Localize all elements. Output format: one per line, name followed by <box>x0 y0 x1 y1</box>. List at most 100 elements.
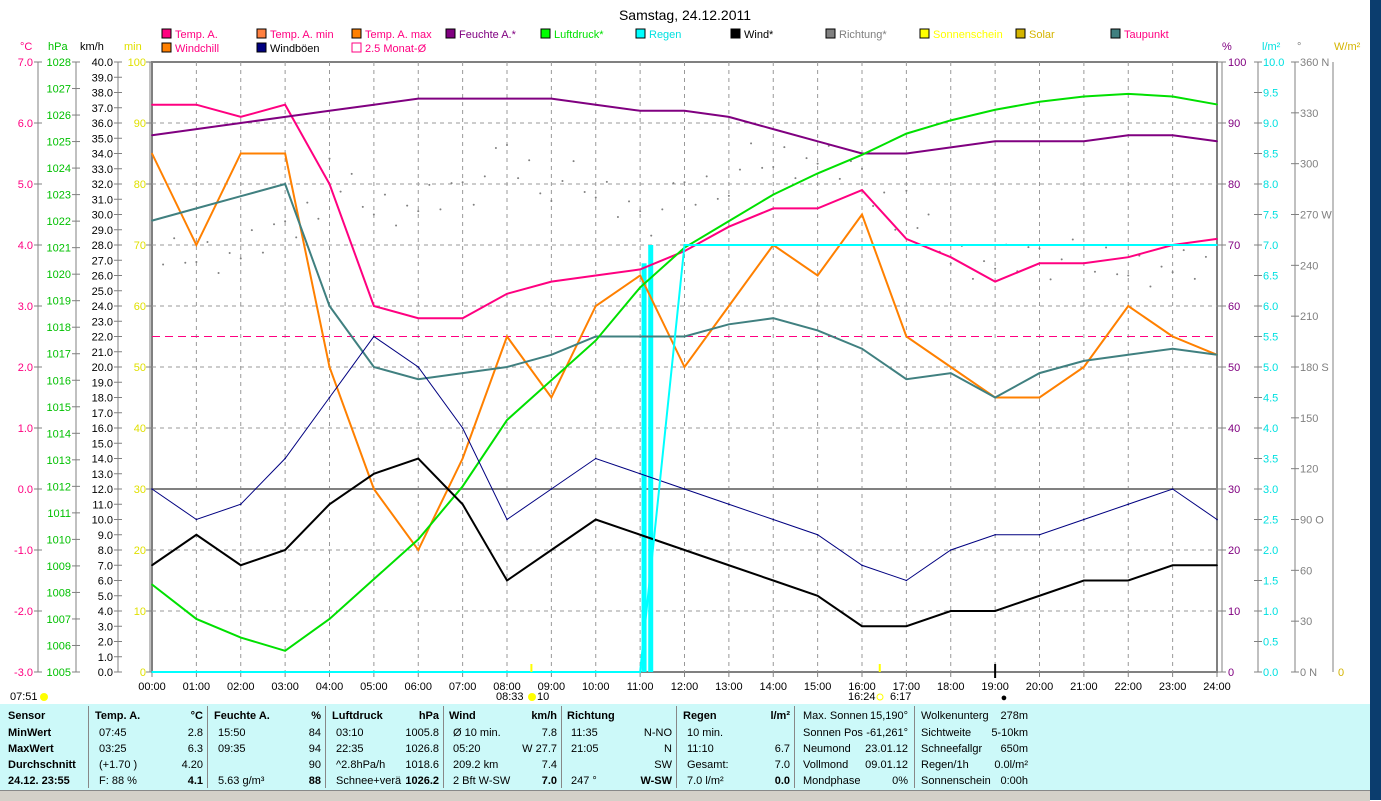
data-point <box>816 172 819 175</box>
direction-point <box>206 241 209 244</box>
axis-tick-label-wind: 1.0 <box>98 652 113 664</box>
x-tick-label: 22:00 <box>1114 681 1142 693</box>
table-divider <box>207 706 208 788</box>
axis-tick-label-pressure: 1026 <box>47 110 71 122</box>
astro-label: Mondphase <box>803 775 861 787</box>
data-point <box>417 97 420 100</box>
axis-tick-label-temp: -1.0 <box>14 545 33 557</box>
direction-point <box>239 257 242 260</box>
direction-point <box>1204 255 1207 258</box>
direction-point <box>716 197 719 200</box>
legend-swatch <box>1110 28 1121 39</box>
axis-tick-label-humidity: 100 <box>1228 57 1246 69</box>
data-point <box>1038 244 1041 246</box>
legend-swatch <box>730 28 741 39</box>
axis-tick-label-min: 30 <box>134 484 146 496</box>
axis-tick-label-temp: 2.0 <box>18 362 33 374</box>
data-point <box>861 244 863 246</box>
direction-point <box>705 175 708 178</box>
data-point <box>328 503 331 506</box>
axis-tick-label-wind: 39.0 <box>92 72 113 84</box>
data-point <box>328 671 331 673</box>
direction-point <box>1049 278 1052 281</box>
data-point <box>861 564 863 567</box>
x-tick-label: 15:00 <box>804 681 832 693</box>
table-cell-value: 88 <box>308 775 321 787</box>
data-point <box>373 578 375 580</box>
direction-point <box>661 208 664 211</box>
axis-tick-label-min: 10 <box>134 606 146 618</box>
data-point <box>284 671 286 673</box>
axis-tick-label-pressure: 1016 <box>47 375 71 387</box>
data-point <box>417 457 420 460</box>
axis-tick-label-direction: 360 N <box>1300 57 1329 69</box>
legend-swatch <box>1015 28 1026 39</box>
data-point <box>639 268 641 271</box>
direction-point <box>727 194 730 197</box>
table-header: Richtung <box>567 710 615 722</box>
x-tick-label: 10:00 <box>582 681 610 693</box>
legend-item: Temp. A. min <box>270 29 334 41</box>
direction-point <box>994 267 997 270</box>
data-point <box>461 457 464 460</box>
axis-tick-label-direction: 90 O <box>1300 515 1324 527</box>
direction-point <box>983 260 986 263</box>
axis-tick-label-wind: 33.0 <box>92 164 113 176</box>
legend-item: Windböen <box>270 43 320 55</box>
x-tick-label: 01:00 <box>183 681 211 693</box>
data-point <box>905 579 908 582</box>
data-point <box>683 488 686 490</box>
data-point <box>417 378 420 381</box>
data-point <box>1127 503 1130 506</box>
data-point <box>461 372 464 374</box>
axis-tick-label-wind: 23.0 <box>92 316 113 328</box>
table-divider <box>794 706 795 788</box>
data-point <box>994 140 996 143</box>
direction-point <box>184 261 187 264</box>
axis-tick-label-temp: 0.0 <box>18 484 33 496</box>
sun-icon <box>528 693 536 701</box>
data-point <box>239 564 242 567</box>
axis-tick-label-rain: 7.5 <box>1263 210 1278 222</box>
axis-unit-solar: W/m² <box>1334 41 1361 53</box>
table-cell-label: 11:35 <box>571 727 598 739</box>
data-point <box>239 671 242 673</box>
data-point <box>417 366 420 368</box>
data-point <box>1171 347 1174 350</box>
direction-point <box>872 205 875 208</box>
axis-tick-label-wind: 21.0 <box>92 347 113 359</box>
axis-tick-label-pressure: 1024 <box>47 163 71 175</box>
x-tick-label: 09:00 <box>538 681 566 693</box>
data-point <box>683 549 686 551</box>
data-point <box>284 649 286 652</box>
x-tick-label: 23:00 <box>1159 681 1187 693</box>
axis-tick-label-humidity: 60 <box>1228 301 1240 313</box>
direction-point <box>1171 271 1174 274</box>
direction-point <box>1116 273 1119 276</box>
axis-tick-label-wind: 35.0 <box>92 133 113 145</box>
data-point <box>728 220 730 222</box>
table-cell-label: Gesamt: <box>687 759 729 771</box>
table-cell-value: N <box>664 743 672 755</box>
direction-point <box>483 175 486 178</box>
table-cell-value: 2.8 <box>187 727 203 739</box>
table-header-unit: hPa <box>418 710 439 722</box>
axis-tick-label-rain: 5.0 <box>1263 362 1278 374</box>
axis-tick-label-min: 0 <box>140 667 146 679</box>
data-point <box>994 280 996 283</box>
data-point <box>1038 100 1041 103</box>
legend-swatch <box>445 28 456 39</box>
direction-point <box>1182 249 1185 252</box>
axis-tick-label-wind: 16.0 <box>92 423 113 435</box>
data-point <box>284 103 286 106</box>
axis-unit-direction: ° <box>1297 41 1301 53</box>
table-cell-value: 1026.2 <box>405 775 439 787</box>
data-point <box>594 457 597 460</box>
axis-tick-label-humidity: 80 <box>1228 179 1240 191</box>
axis-tick-label-wind: 40.0 <box>92 57 113 69</box>
data-point <box>639 110 641 112</box>
extra-value: 650m <box>1000 743 1028 755</box>
table-cell-label: 15:50 <box>218 727 246 739</box>
axis-tick-label-rain: 6.0 <box>1263 301 1278 313</box>
data-point <box>1127 354 1130 356</box>
